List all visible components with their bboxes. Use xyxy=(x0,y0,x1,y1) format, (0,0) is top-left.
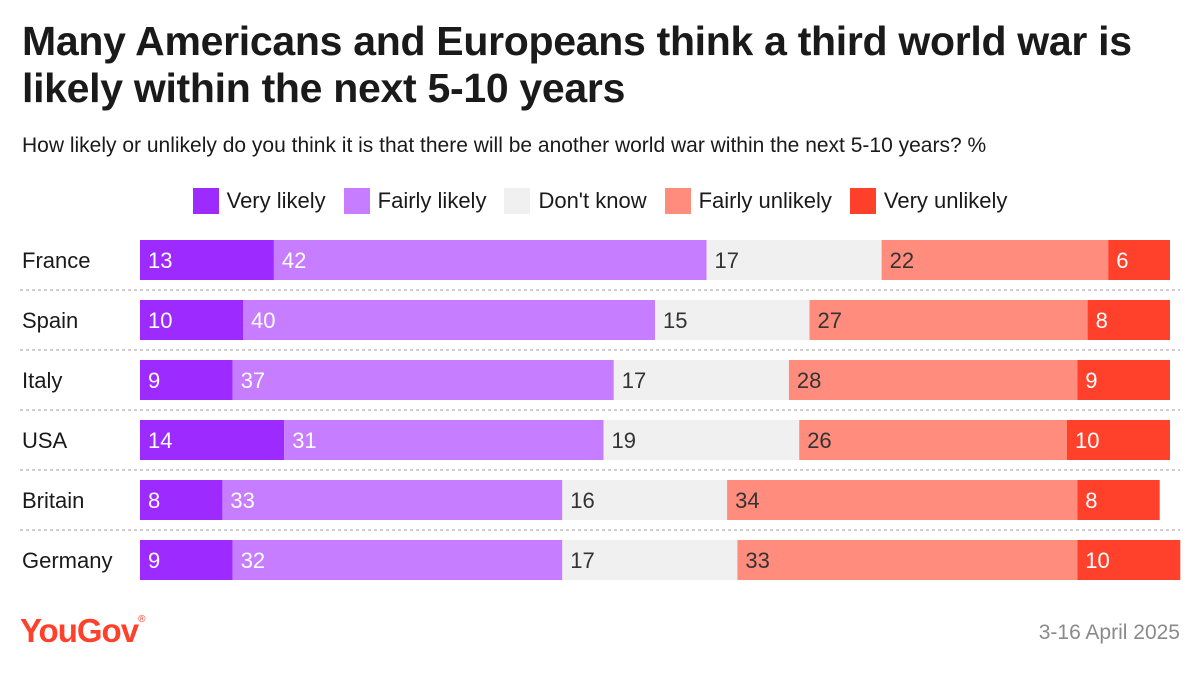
bar-segment xyxy=(140,540,233,580)
category-label: France xyxy=(22,248,90,273)
data-label: 10 xyxy=(148,308,172,333)
bar-segment xyxy=(284,420,604,460)
legend-swatch xyxy=(504,188,531,214)
legend-label: Don't know xyxy=(538,188,647,213)
bar-segment xyxy=(140,360,233,400)
bar-segment xyxy=(613,360,789,400)
bar-segment xyxy=(1077,360,1170,400)
data-label: 9 xyxy=(1085,368,1097,393)
bar-segment xyxy=(603,420,800,460)
data-label: 40 xyxy=(251,308,275,333)
category-label: Germany xyxy=(22,548,112,573)
data-label: 17 xyxy=(570,548,594,573)
data-label: 8 xyxy=(1096,308,1108,333)
legend-label: Fairly unlikely xyxy=(698,188,832,213)
bar-segment xyxy=(737,540,1078,580)
bar-segment xyxy=(140,420,285,460)
bar-segment xyxy=(562,540,738,580)
data-label: 17 xyxy=(622,368,646,393)
bar-segment xyxy=(655,300,810,340)
legend-swatch xyxy=(192,188,219,214)
data-label: 33 xyxy=(230,488,254,513)
bar-segment xyxy=(1067,420,1170,460)
bar-segment xyxy=(140,240,274,280)
data-label: 19 xyxy=(612,428,636,453)
legend-swatch xyxy=(343,188,370,214)
bar-segment xyxy=(788,360,1078,400)
legend-item-0: Very likely xyxy=(192,184,326,218)
bar-segment xyxy=(232,360,614,400)
bar-segment xyxy=(706,240,882,280)
bar-segment xyxy=(799,420,1067,460)
bar-segment xyxy=(727,480,1078,520)
data-label: 32 xyxy=(241,548,265,573)
bar-segment xyxy=(1077,480,1160,520)
data-label: 42 xyxy=(282,248,306,273)
data-label: 6 xyxy=(1116,248,1128,273)
data-label: 10 xyxy=(1085,548,1109,573)
stacked-bar-chart: France 13 42 17 22 6 Spain 10 40 15 27 8 Italy 9 37 17 2… xyxy=(20,240,1181,580)
data-label: 15 xyxy=(663,308,687,333)
data-label: 22 xyxy=(890,248,914,273)
logo-mark: ® xyxy=(138,614,146,625)
data-label: 9 xyxy=(148,368,160,393)
category-label: Britain xyxy=(22,488,84,513)
category-label: USA xyxy=(22,428,68,453)
legend-swatch xyxy=(664,188,691,214)
data-label: 17 xyxy=(715,248,739,273)
data-label: 33 xyxy=(745,548,769,573)
legend-label: Very unlikely xyxy=(883,188,1008,213)
data-label: 8 xyxy=(148,488,160,513)
bar-segment xyxy=(232,540,563,580)
data-label: 9 xyxy=(148,548,160,573)
chart-subtitle: How likely or unlikely do you think it i… xyxy=(22,134,987,157)
category-label: Spain xyxy=(22,308,78,333)
bar-segment xyxy=(243,300,655,340)
data-label: 10 xyxy=(1075,428,1099,453)
data-label: 8 xyxy=(1085,488,1097,513)
yougov-logo: YouGov® xyxy=(20,612,145,650)
logo-text: YouGov xyxy=(20,612,139,649)
survey-date: 3-16 April 2025 xyxy=(1038,621,1180,644)
data-label: 27 xyxy=(818,308,842,333)
chart-title: Many Americans and Europeans think a thi… xyxy=(22,18,1132,111)
legend: Very likely Fairly likely Don't know Fairly… xyxy=(0,184,1200,218)
legend-item-1: Fairly likely xyxy=(343,184,487,218)
legend-item-3: Fairly unlikely xyxy=(664,184,832,218)
data-label: 14 xyxy=(148,428,172,453)
category-label: Italy xyxy=(22,368,62,393)
legend-label: Very likely xyxy=(226,188,326,213)
data-label: 13 xyxy=(148,248,172,273)
bar-segment xyxy=(809,300,1088,340)
data-label: 26 xyxy=(807,428,831,453)
data-label: 28 xyxy=(797,368,821,393)
bar-segment xyxy=(1087,300,1170,340)
legend-swatch xyxy=(849,188,876,214)
data-label: 31 xyxy=(292,428,316,453)
bar-segment xyxy=(562,480,728,520)
data-label: 37 xyxy=(241,368,265,393)
bar-segment xyxy=(881,240,1109,280)
data-label: 34 xyxy=(735,488,759,513)
bar-segment xyxy=(140,480,223,520)
legend-item-4: Very unlikely xyxy=(849,184,1008,218)
bar-segment xyxy=(140,300,243,340)
data-label: 16 xyxy=(570,488,594,513)
legend-item-2: Don't know xyxy=(504,184,647,218)
bar-segment xyxy=(1108,240,1170,280)
bar-segment xyxy=(273,240,707,280)
legend-label: Fairly likely xyxy=(377,188,487,213)
bar-segment xyxy=(1077,540,1181,580)
bar-segment xyxy=(222,480,563,520)
